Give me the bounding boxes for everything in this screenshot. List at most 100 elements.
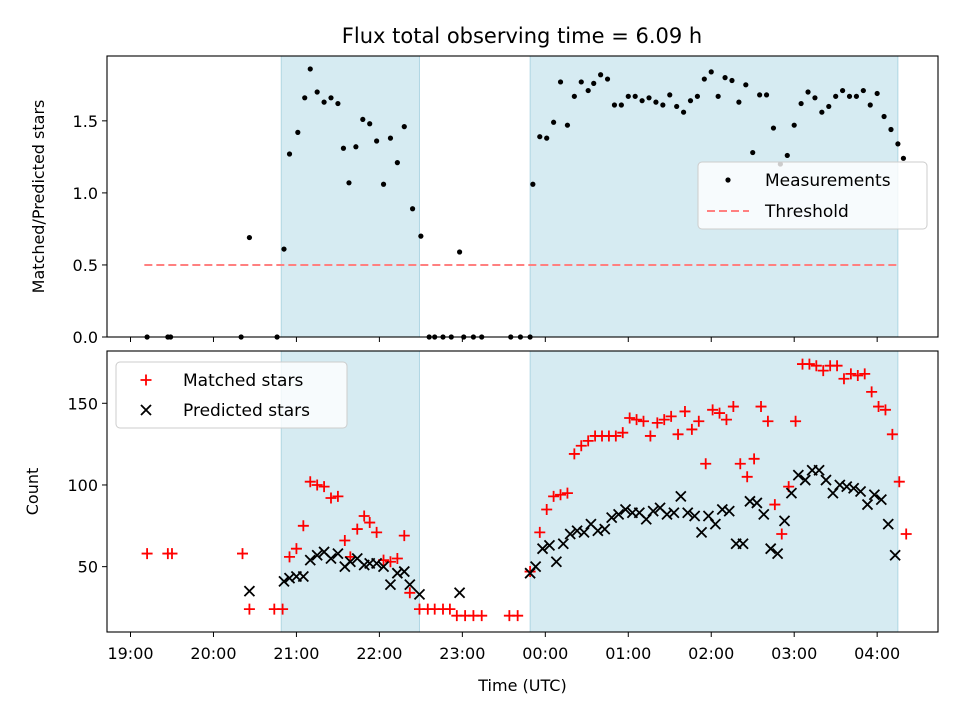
measurement-point bbox=[585, 87, 591, 94]
matched-star-point bbox=[476, 610, 488, 622]
predicted-star-point bbox=[744, 495, 756, 507]
x-tick-label: 03:00 bbox=[771, 644, 817, 663]
predicted-star-point bbox=[889, 549, 901, 561]
predicted-star-point bbox=[283, 572, 296, 584]
measurement-point bbox=[295, 129, 301, 135]
matched-star-point bbox=[141, 548, 153, 560]
x-tick-label: 19:00 bbox=[107, 644, 153, 663]
predicted-star-point bbox=[550, 556, 563, 568]
measurement-point bbox=[729, 77, 735, 84]
predicted-star-point bbox=[543, 539, 556, 552]
predicted-star-point bbox=[536, 543, 549, 555]
y-tick-label: 150 bbox=[67, 394, 98, 413]
matched-star-point bbox=[817, 365, 829, 377]
matched-star-point bbox=[398, 530, 410, 542]
matched-star-point bbox=[582, 435, 594, 447]
matched-star-point bbox=[332, 490, 344, 502]
predicted-star-point bbox=[661, 508, 673, 521]
legend-measurements-label: Measurements bbox=[765, 171, 891, 191]
measurement-point bbox=[353, 144, 359, 150]
measurement-point bbox=[694, 93, 701, 99]
matched-star-point bbox=[893, 476, 905, 488]
measurement-point bbox=[611, 102, 618, 108]
predicted-star-point bbox=[325, 552, 337, 565]
measurement-point bbox=[770, 125, 777, 131]
count-panel: 50 100 150 19:00 20:00 21:00 22:00 23:00 00:00 01… bbox=[23, 350, 939, 695]
legend-matched-label: Matched stars bbox=[183, 371, 303, 391]
predicted-star-point bbox=[599, 523, 611, 535]
matched-star-point bbox=[679, 405, 691, 417]
predicted-star-point bbox=[751, 497, 763, 509]
matched-star-point bbox=[879, 404, 891, 416]
measurement-point bbox=[246, 234, 253, 241]
matched-star-point bbox=[237, 548, 249, 560]
measurement-point bbox=[763, 92, 770, 98]
measurement-point bbox=[819, 109, 825, 115]
measurement-point bbox=[680, 109, 687, 115]
measurement-point bbox=[380, 181, 387, 187]
matched-star-point bbox=[838, 373, 850, 385]
matched-star-point bbox=[734, 458, 746, 470]
matched-star-point bbox=[384, 556, 396, 568]
matched-star-point bbox=[512, 610, 524, 622]
x-tick-label: 23:00 bbox=[439, 644, 485, 663]
matched-star-point bbox=[297, 520, 309, 532]
matched-star-point bbox=[534, 526, 546, 538]
matched-star-point bbox=[720, 414, 732, 426]
measurement-point bbox=[314, 89, 320, 95]
measurement-point bbox=[632, 93, 638, 99]
measurement-point bbox=[335, 100, 341, 107]
predicted-star-point bbox=[882, 518, 894, 530]
measurement-point bbox=[874, 90, 880, 97]
matched-star-point bbox=[610, 430, 622, 442]
x-tick-label: 21:00 bbox=[273, 644, 319, 663]
measurement-point bbox=[888, 126, 894, 133]
measurement-point bbox=[701, 76, 707, 82]
predicted-star-point bbox=[799, 474, 811, 486]
observing-interval-shade bbox=[529, 350, 899, 633]
predicted-star-point bbox=[771, 547, 784, 560]
measurement-point bbox=[639, 98, 645, 104]
ratio-panel: 0.0 0.5 1.0 1.5 Matched/Predicted stars Measu… bbox=[29, 55, 939, 347]
legend-box bbox=[697, 161, 928, 230]
predicted-star-point bbox=[758, 508, 770, 521]
x-tick-label: 01:00 bbox=[605, 644, 651, 663]
measurement-point bbox=[805, 89, 811, 95]
matched-star-point bbox=[371, 526, 383, 538]
predicted-star-point bbox=[668, 507, 680, 519]
measurement-point bbox=[798, 100, 804, 107]
x-tick-label: 00:00 bbox=[522, 644, 568, 663]
predicted-star-point bbox=[557, 538, 569, 550]
legend-predicted-label: Predicted stars bbox=[183, 401, 310, 421]
predicted-star-point bbox=[391, 567, 404, 579]
matched-star-point bbox=[873, 401, 885, 413]
x-axis-label: Time (UTC) bbox=[477, 676, 566, 695]
matched-star-point bbox=[624, 412, 636, 424]
measurement-point bbox=[456, 249, 463, 255]
predicted-star-point bbox=[571, 525, 583, 537]
matched-star-point bbox=[658, 414, 670, 426]
predicted-star-point bbox=[709, 518, 722, 530]
measurement-point bbox=[618, 102, 624, 108]
predicted-star-point bbox=[384, 578, 397, 591]
matched-star-point bbox=[769, 499, 781, 511]
measurement-point bbox=[537, 134, 543, 140]
measurement-point bbox=[743, 82, 749, 88]
predicted-star-point bbox=[848, 482, 860, 494]
measurement-point bbox=[667, 92, 673, 98]
y-tick-label: 0.0 bbox=[73, 328, 98, 347]
measurement-point bbox=[557, 79, 564, 85]
measurement-point bbox=[374, 138, 380, 144]
legend-matched-marker bbox=[140, 374, 152, 386]
matched-star-point bbox=[727, 401, 739, 413]
measurement-point bbox=[750, 149, 756, 156]
matched-star-point bbox=[339, 535, 351, 547]
predicted-star-point bbox=[304, 554, 316, 566]
matched-star-point bbox=[284, 551, 296, 563]
measurement-point bbox=[791, 122, 797, 128]
measurement-point bbox=[674, 103, 680, 110]
matched-star-point bbox=[762, 415, 774, 427]
matched-star-point bbox=[886, 428, 898, 440]
measurement-point bbox=[418, 233, 424, 239]
predicted-star-point bbox=[841, 480, 853, 493]
